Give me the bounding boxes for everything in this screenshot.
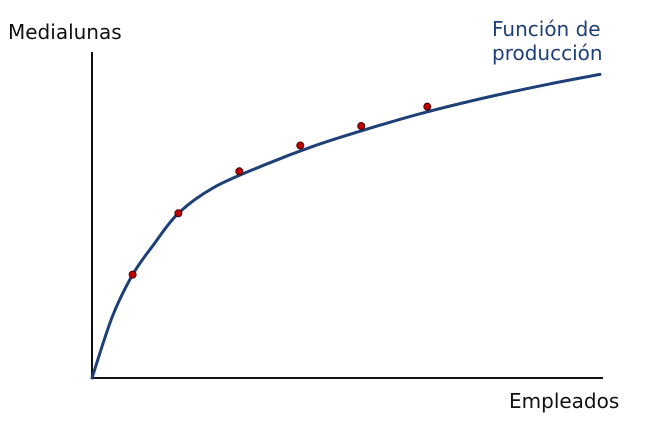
data-points-group <box>128 102 432 279</box>
data-point-1 <box>128 270 137 279</box>
production-function-label-line-2: producción <box>492 41 603 65</box>
data-point-4 <box>296 141 305 150</box>
axes-group <box>91 52 603 379</box>
y-axis-label: Medialunas <box>8 20 122 44</box>
data-point-2 <box>174 209 183 218</box>
x-axis-label: Empleados <box>509 389 619 413</box>
data-point-6 <box>423 102 432 111</box>
production-function-label-line-1: Función de <box>492 17 601 41</box>
production-function-curve <box>90 72 602 380</box>
data-point-3 <box>235 167 244 176</box>
data-point-5 <box>357 122 366 131</box>
